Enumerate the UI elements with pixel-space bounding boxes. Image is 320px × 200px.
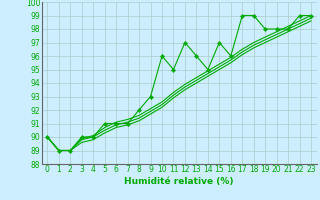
X-axis label: Humidité relative (%): Humidité relative (%) (124, 177, 234, 186)
